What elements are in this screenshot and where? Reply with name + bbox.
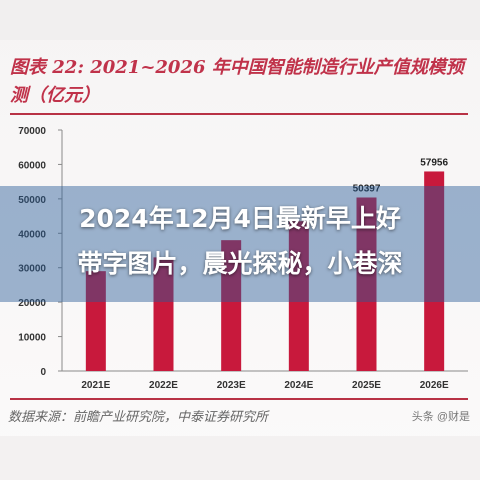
y-tick-label: 10000 (18, 333, 46, 344)
bar-chart: 70000 60000 50000 40000 30000 20000 10000 0 2021… (18, 126, 468, 391)
bar-2025e (356, 197, 377, 371)
y-tick-label: 20000 (18, 298, 46, 309)
data-label: 50397 (353, 183, 381, 194)
y-tick-label: 40000 (18, 229, 46, 240)
bar-2024e (288, 221, 309, 371)
overlay-line1: 2024年12月4日最新早上好 (79, 204, 401, 233)
y-tick-label: 0 (40, 367, 46, 378)
x-tick-label: 2025E (352, 380, 381, 391)
x-tick-label: 2021E (81, 380, 110, 391)
y-tick-label: 60000 (18, 160, 46, 171)
watermark: 头条 @财是 (411, 411, 470, 423)
figure-title: 图表 22: 2021~2026 年中国智能制造行业产值规模预 测（亿元） (10, 54, 470, 110)
overlay-line2: 带字图片，晨光探秘，小巷深 (77, 249, 403, 278)
data-label: 57956 (420, 157, 448, 168)
bar-2023e (221, 240, 242, 371)
bar-2026e (424, 171, 445, 371)
y-tick-label: 30000 (18, 264, 46, 275)
source-note: 数据来源：前瞻产业研究院，中泰证券研究所 (8, 410, 269, 425)
figure-title-line1: 图表 22: 2021~2026 年中国智能制造行业产值规模预 (10, 57, 464, 78)
footer-rule (10, 398, 468, 400)
bottom-bar (0, 436, 480, 480)
x-tick-label: 2024E (284, 380, 313, 391)
figure-title-line2: 测（亿元） (10, 85, 100, 106)
y-tick-label: 50000 (18, 195, 46, 206)
bar-2022e (153, 257, 174, 371)
x-tick-label: 2023E (217, 380, 246, 391)
overlay-banner (0, 186, 480, 302)
x-tick-label: 2022E (149, 380, 178, 391)
top-bar (0, 0, 480, 40)
bar-2021e (85, 271, 106, 371)
overlay-text: 2024年12月4日最新早上好 带字图片，晨光探秘，小巷深 (0, 196, 480, 286)
x-tick-label: 2026E (420, 380, 449, 391)
y-tick-label: 70000 (18, 126, 46, 137)
title-rule (10, 113, 468, 115)
